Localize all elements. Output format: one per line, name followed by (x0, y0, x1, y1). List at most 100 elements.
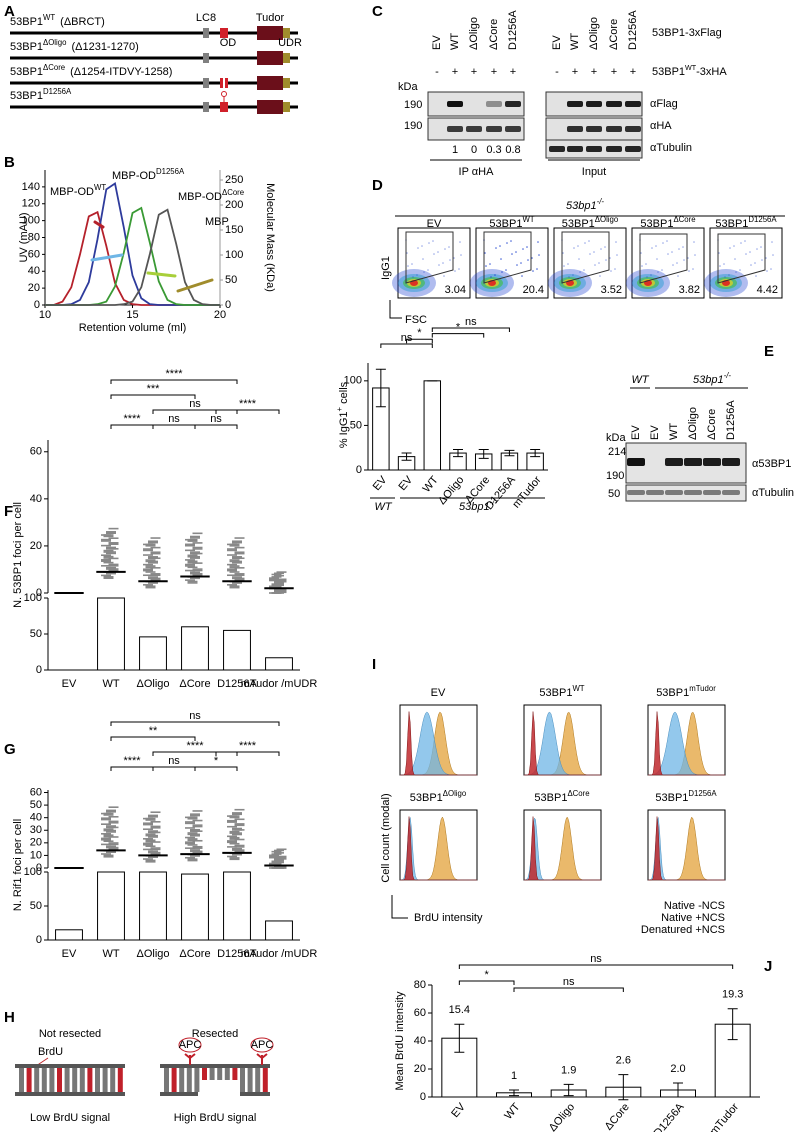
bar (265, 657, 293, 671)
sample-title: 53BP1ΔCore (534, 789, 589, 804)
error-bar (504, 449, 515, 457)
y-tick-label: 0 (36, 862, 42, 874)
label-part: ΔCore (567, 789, 589, 798)
label-part: 53BP1 (410, 792, 443, 804)
dna-strand (15, 1092, 125, 1096)
brdu-label: BrdU (38, 1046, 63, 1058)
mw-marker: 50 (608, 488, 620, 500)
lane-label: EV (630, 425, 642, 440)
label-part: ΔOligo (443, 789, 467, 798)
flow-event (666, 240, 668, 242)
bar (223, 871, 251, 941)
flow-event (739, 269, 741, 271)
flow-event (678, 248, 680, 250)
flow-event (593, 251, 595, 253)
y-tick-label: 80 (28, 231, 40, 243)
plot-title: 53BP1D1256A (715, 215, 777, 230)
mw-marker: 214 (608, 446, 626, 458)
sample-title: 53BP1mTudor (656, 684, 716, 699)
label-part: 53BP1 (10, 41, 43, 53)
flow-event (527, 259, 529, 261)
domain-label: Tudor (256, 12, 285, 24)
y2-tick-label: 50 (225, 274, 237, 286)
od-domain (220, 28, 228, 38)
label-part: 53BP1 (562, 218, 595, 230)
label-part: 53BP1 (10, 16, 43, 28)
label-part: % IgG1 (338, 411, 350, 448)
y-tick-label: 80 (414, 979, 426, 991)
series-label: MBP-ODWT (50, 183, 106, 198)
flow-event (423, 271, 425, 273)
gate-percent: 3.52 (601, 284, 622, 296)
antibody-label: αTubulin (752, 487, 794, 499)
flow-event (641, 265, 643, 267)
y-tick-label: 10 (30, 849, 42, 861)
base (232, 1068, 238, 1080)
lane-label: WT (668, 423, 680, 440)
x-tick-label: WT (421, 474, 441, 495)
construct-label: 53BP1ΔOligo (Δ1231-1270) (10, 38, 139, 53)
ratio: 0.3 (486, 144, 501, 156)
y-tick-label: 0 (34, 299, 40, 311)
mass-segment (146, 271, 177, 278)
x-tick-label: mTudor (510, 474, 544, 511)
panel-label: A (4, 3, 15, 20)
flow-event (760, 246, 762, 248)
label-part: MBP-OD (50, 186, 94, 198)
band (586, 101, 602, 107)
apc-tag (250, 1037, 274, 1053)
base (79, 1068, 85, 1092)
lane-label: WT (449, 33, 461, 50)
flow-event (744, 240, 746, 242)
label-part: MBP-OD (178, 191, 222, 203)
flow-event (657, 271, 659, 273)
base (57, 1068, 62, 1092)
base (49, 1068, 55, 1092)
significance-label: *** (147, 383, 161, 395)
legend-entry: Native +NCS (661, 912, 725, 924)
base (26, 1068, 32, 1092)
flow-event (604, 246, 606, 248)
y-tick-label: 50 (30, 628, 42, 640)
band (447, 126, 463, 132)
y2-tick-label: 100 (225, 249, 243, 261)
y-tick-label: 0 (356, 464, 362, 476)
bar (265, 920, 293, 941)
flow-event (500, 258, 502, 260)
band (627, 490, 645, 495)
label-part: + (335, 406, 344, 411)
flow-event (605, 259, 607, 261)
line-series (45, 206, 220, 306)
band (505, 126, 521, 132)
x-tick-label: mTudor /mUDR (241, 678, 318, 690)
error-bar (478, 448, 489, 459)
mw-marker: 190 (404, 120, 422, 132)
significance-bracket (431, 333, 485, 338)
bar (97, 597, 125, 671)
label-part: 53BP1 (10, 90, 43, 102)
x-axis-label: BrdU intensity (414, 912, 483, 924)
x-tick-label: EV (396, 474, 415, 493)
flow-event (661, 269, 663, 271)
label-part: MBP-OD (112, 170, 156, 182)
flow-event (563, 265, 565, 267)
flow-event (484, 252, 486, 254)
base (87, 1068, 93, 1092)
flow-event (650, 274, 652, 276)
plot-title: EV (427, 218, 442, 230)
ratio: 0 (471, 144, 477, 156)
band (567, 126, 583, 132)
y-axis-label: % IgG1+ cells (335, 381, 350, 448)
flow-event (584, 242, 586, 244)
base (117, 1068, 123, 1092)
error-bar (727, 1008, 738, 1041)
significance-bracket (406, 338, 433, 344)
y-axis-label: N. 53BP1 foci per cell (12, 502, 24, 608)
error-bar (563, 1083, 574, 1097)
label-part: 53BP1 (656, 687, 689, 699)
kda-label: kDa (398, 81, 418, 93)
error-bar (673, 1082, 683, 1098)
antibody (256, 1053, 268, 1065)
y-tick-label: 100 (344, 375, 362, 387)
sample-title: 53BP1D1256A (655, 789, 717, 804)
